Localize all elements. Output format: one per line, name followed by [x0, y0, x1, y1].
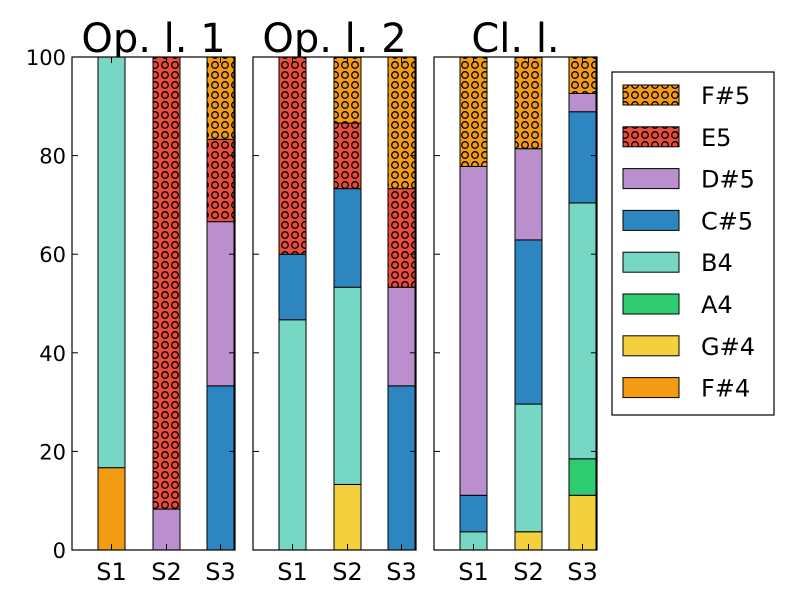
bar-segment-csharp5-s2 [333, 188, 362, 288]
legend-swatch [622, 209, 680, 231]
panel-3: Cl. l. S1 S2 S3 [433, 16, 598, 586]
legend-item: E5 [622, 124, 731, 152]
legend-item: G#4 [622, 333, 755, 361]
bar-segment-dsharp5-s2 [514, 148, 543, 241]
legend-swatch [622, 168, 680, 190]
bar-segment-csharp5-s1 [459, 494, 488, 533]
bar-segment-a4-s3 [568, 458, 597, 496]
x-tick-label: S3 [205, 558, 236, 586]
bar-segment-e5-s1-hatch [279, 57, 306, 255]
bar-segment-b4-s1 [278, 319, 307, 551]
legend-item: C#5 [622, 207, 753, 235]
panel-frame [71, 56, 236, 551]
panels-layer: Op. l. 1 S1 S2 S3 0 20 40 60 80 100 Op. l. 2 S1 S2 S3… [26, 16, 598, 586]
panel-frame [433, 56, 598, 551]
bar-segment-gsharp4-s2 [333, 483, 362, 551]
panel-2: Op. l. 2 S1 S2 S3 [252, 16, 417, 586]
y-tick-label: 40 [39, 342, 66, 366]
bar-segment-fsharp5-s2-hatch [334, 57, 361, 124]
bar-segment-fsharp5-s1-hatch [460, 57, 487, 167]
bar-segment-csharp5-s3 [387, 385, 416, 551]
legend: F#5 E5 D#5 C#5 B4 A4 G#4 F#4 [611, 71, 775, 416]
x-tick-label: S2 [513, 558, 544, 586]
bar-segment-dsharp5-s2 [152, 508, 181, 551]
bar-segment-dsharp5-s1 [459, 165, 488, 496]
legend-label: D#5 [701, 166, 755, 194]
bar-segment-fsharp5-s3-hatch [569, 57, 596, 94]
bar-segment-csharp5-s2 [514, 239, 543, 405]
y-tick-label: 60 [39, 243, 66, 267]
panel-title: Op. l. 1 [81, 16, 225, 62]
x-tick-label: S3 [386, 558, 417, 586]
legend-label: B4 [701, 249, 733, 277]
bar-segment-b4-s2 [333, 286, 362, 485]
bar-segment-fsharp5-s2-hatch [515, 57, 542, 149]
legend-swatch [622, 377, 680, 399]
bar-segment-fsharp5-s3-hatch [388, 57, 415, 189]
bar-segment-b4-s2 [514, 403, 543, 533]
legend-item: A4 [622, 291, 733, 319]
x-tick-label: S1 [96, 558, 127, 586]
bar-segment-dsharp5-s3 [568, 92, 597, 113]
bar-segment-e5-s3-hatch [207, 139, 234, 222]
bar-segment-fsharp5-s3-hatch [207, 57, 234, 140]
legend-label: G#4 [701, 333, 755, 361]
bar-segment-csharp5-s3 [568, 111, 597, 204]
legend-item: F#5 [622, 82, 750, 110]
legend-label: A4 [701, 291, 733, 319]
panel-title: Op. l. 2 [262, 16, 406, 62]
x-tick-label: S2 [151, 558, 182, 586]
legend-swatch-hatch [623, 85, 679, 105]
legend-swatch [622, 335, 680, 357]
bar-segment-gsharp4-s3 [568, 494, 597, 551]
legend-item: B4 [622, 249, 733, 277]
legend-swatch [622, 251, 680, 273]
y-tick-label: 20 [39, 440, 66, 464]
bar-segment-e5-s2-hatch [153, 57, 180, 510]
legend-item: D#5 [622, 166, 755, 194]
x-tick-label: S2 [332, 558, 363, 586]
legend-box [611, 71, 775, 416]
y-tick-label: 0 [53, 539, 66, 563]
legend-item: F#4 [622, 375, 750, 403]
x-tick-label: S1 [458, 558, 489, 586]
bar-segment-e5-s3-hatch [388, 188, 415, 288]
bar-segment-csharp5-s3 [206, 385, 235, 551]
legend-label: E5 [701, 124, 731, 152]
bar-segment-csharp5-s1 [278, 253, 307, 321]
legend-label: F#5 [701, 82, 750, 110]
bar-segment-dsharp5-s3 [387, 286, 416, 387]
y-tick-label: 80 [39, 145, 66, 169]
x-tick-label: S3 [567, 558, 598, 586]
legend-label: C#5 [701, 207, 753, 235]
panel-frame [252, 56, 417, 551]
bar-segment-dsharp5-s3 [206, 221, 235, 387]
legend-swatch [622, 293, 680, 315]
legend-swatch-hatch [623, 126, 679, 147]
bar-segment-b4-s3 [568, 202, 597, 460]
panel-title: Cl. l. [471, 16, 559, 62]
legend-label: F#4 [701, 375, 750, 403]
bar-segment-b4-s1 [97, 56, 126, 469]
bar-segment-fsharp4-s1 [97, 467, 126, 551]
bar-segment-e5-s2-hatch [334, 123, 361, 189]
panel-1: Op. l. 1 S1 S2 S3 0 20 40 60 80 100 [26, 16, 236, 586]
y-tick-label: 100 [26, 46, 66, 70]
x-tick-label: S1 [277, 558, 308, 586]
